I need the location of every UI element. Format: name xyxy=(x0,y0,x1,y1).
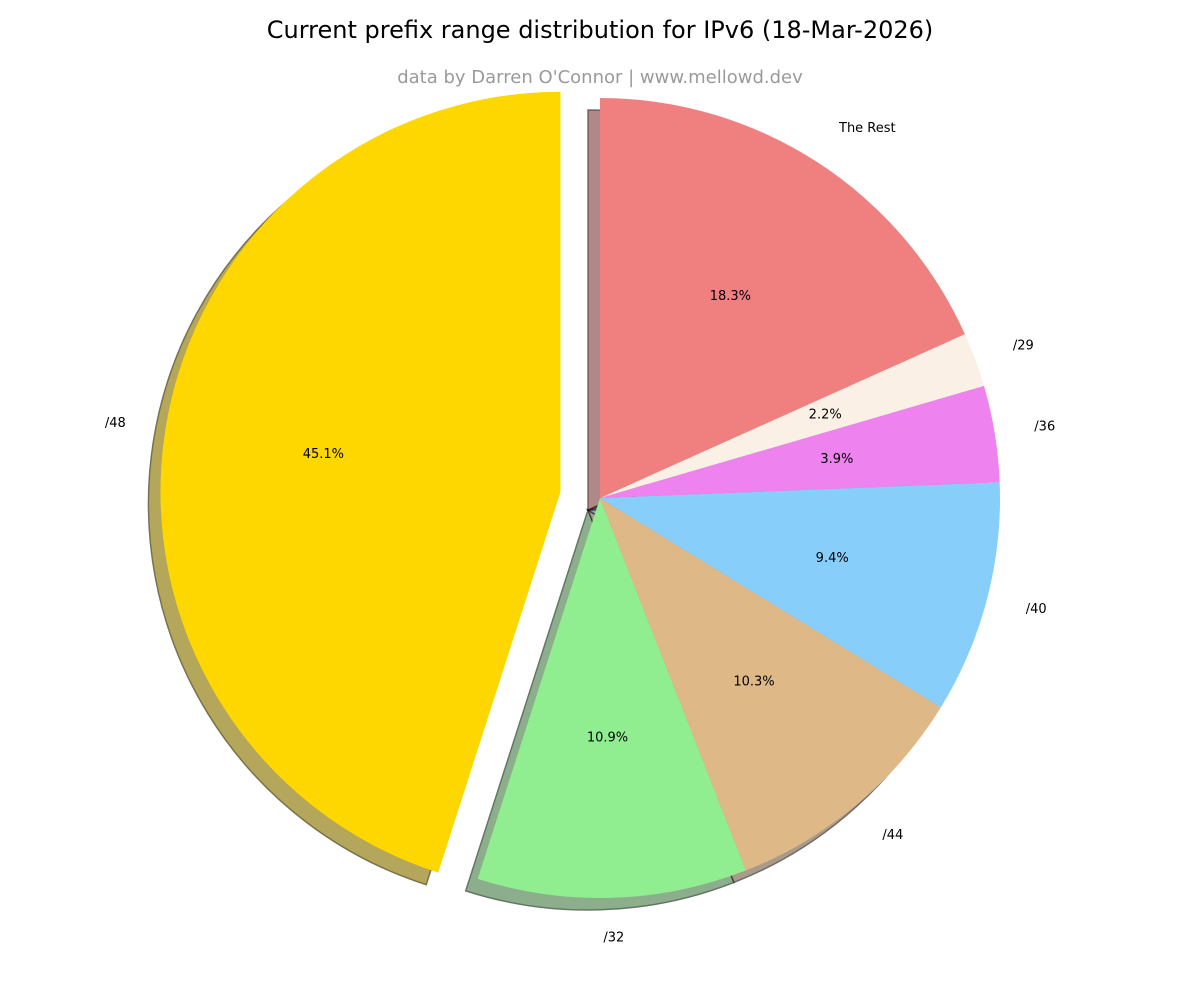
chart-subtitle: data by Darren O'Connor | www.mellowd.de… xyxy=(397,67,803,88)
pct-label-the-rest: 18.3% xyxy=(710,289,751,304)
slice-label-44: /44 xyxy=(882,828,903,843)
slice-48 xyxy=(160,91,561,873)
chart-title: Current prefix range distribution for IP… xyxy=(266,16,934,44)
slice-label-32: /32 xyxy=(603,930,624,945)
pct-label-32: 10.9% xyxy=(587,730,628,745)
slices xyxy=(160,91,1000,899)
slice-label-the-rest: The Rest xyxy=(838,121,896,136)
pct-label-36: 3.9% xyxy=(820,452,853,467)
slice-label-48: /48 xyxy=(105,416,126,431)
slice-label-29: /29 xyxy=(1013,338,1034,353)
slice-label-40: /40 xyxy=(1026,602,1047,617)
labels: /48 45.1% /32 10.9% /44 10.3% /40 9.4% /36 3.9% /2… xyxy=(105,121,1055,945)
slice-the-rest xyxy=(600,98,965,498)
slice-40 xyxy=(600,482,1000,708)
slice-36 xyxy=(600,385,1000,498)
slice-label-36: /36 xyxy=(1034,420,1055,435)
slice-44 xyxy=(600,498,941,871)
pct-label-29: 2.2% xyxy=(809,408,842,423)
pct-label-40: 9.4% xyxy=(816,551,849,566)
slice-32 xyxy=(477,498,746,899)
pct-label-48: 45.1% xyxy=(303,447,344,462)
pct-label-44: 10.3% xyxy=(733,675,774,690)
slice-29 xyxy=(600,334,984,498)
